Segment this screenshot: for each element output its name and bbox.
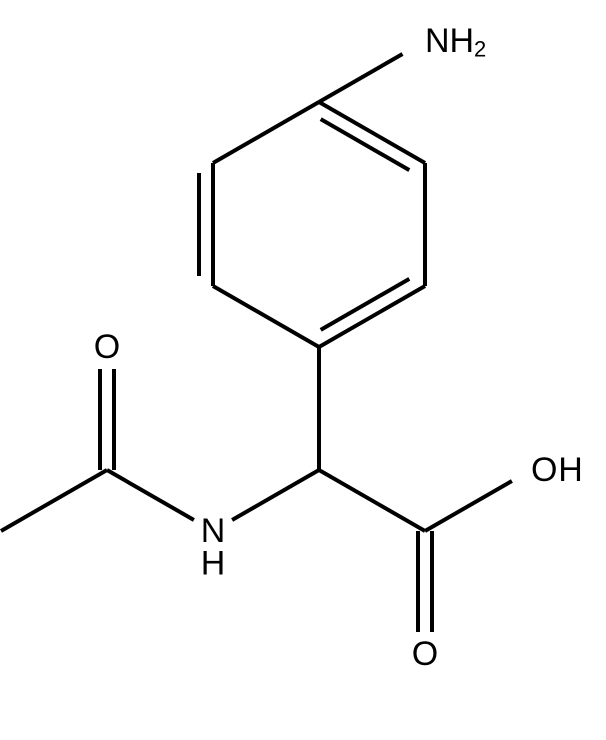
molecule-diagram: NH2NHOOHO: [0, 0, 606, 740]
svg-text:O: O: [531, 451, 557, 489]
svg-text:O: O: [412, 635, 438, 673]
svg-text:O: O: [94, 328, 120, 366]
svg-text:NH: NH: [425, 22, 474, 60]
svg-text:H: H: [558, 451, 583, 489]
svg-text:2: 2: [474, 37, 486, 62]
svg-text:H: H: [201, 544, 226, 582]
